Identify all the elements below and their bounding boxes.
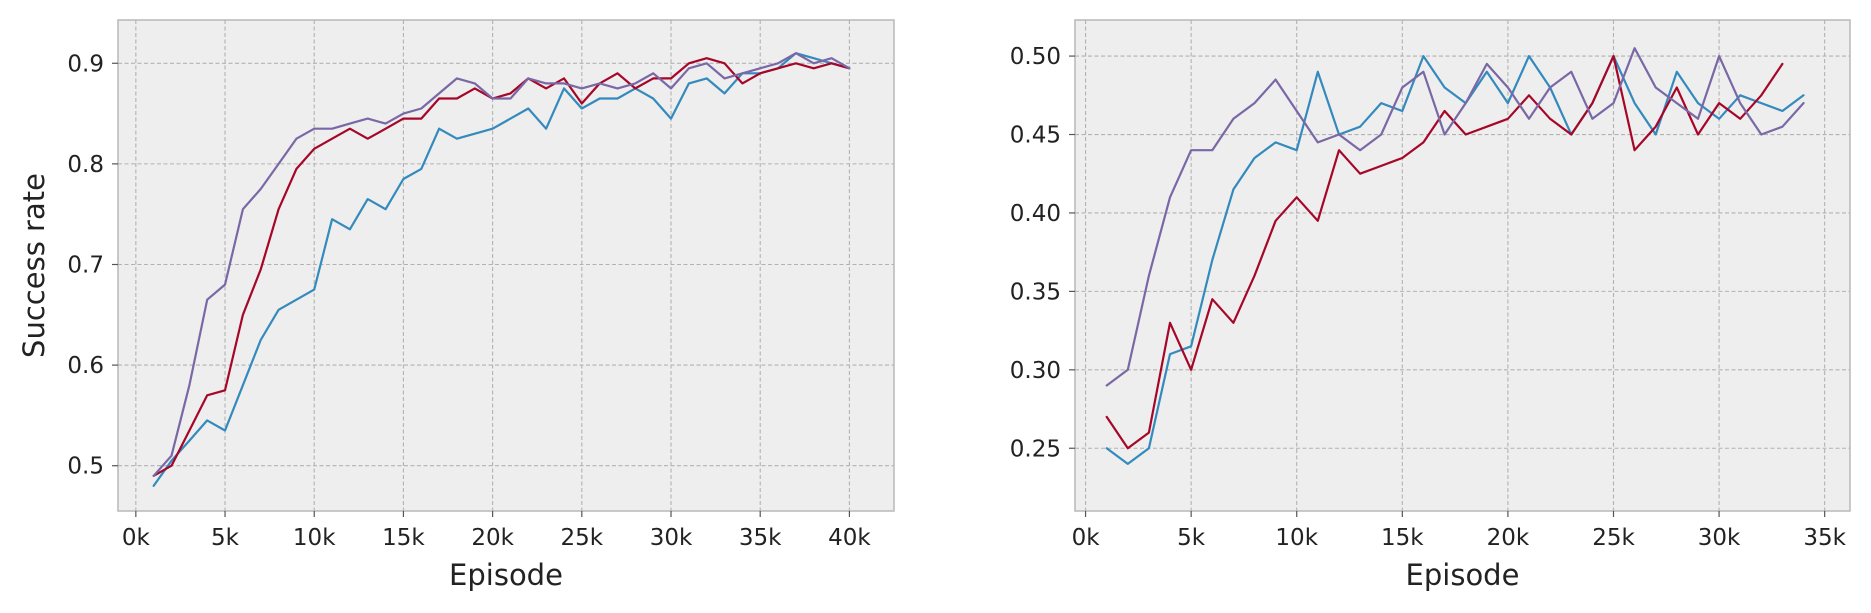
chart-1-y-tick-label: 0.25: [1010, 436, 1061, 462]
chart-0-x-tick-label: 0k: [122, 525, 151, 551]
chart-0-x-axis-label: Episode: [449, 558, 563, 592]
chart-0-series-line-1: [152, 52, 851, 487]
chart-0-y-tick-label: 0.7: [67, 252, 104, 278]
chart-1-y-tick-label: 0.40: [1010, 201, 1061, 227]
chart-1-series-line-2: [1105, 54, 1784, 450]
chart-0-y-tick-label: 0.6: [67, 353, 104, 379]
chart-1-x-tick-label: 25k: [1592, 525, 1635, 551]
chart-0-y-tick-label: 0.8: [67, 152, 104, 178]
chart-0-y-tick-label: 0.9: [67, 51, 104, 77]
chart-right: 0k 5k 10k 15k 20k 25k 30k 35k 0.25 0.30 0.35 0.40 0.…: [1010, 19, 1851, 592]
chart-0-y-axis-label: Success rate: [17, 173, 51, 358]
chart-1-series-group: [1105, 47, 1805, 465]
chart-1-x-tick-label: 30k: [1698, 525, 1741, 551]
chart-0-x-tick-label: 40k: [828, 525, 871, 551]
chart-1-axes: 0k 5k 10k 15k 20k 25k 30k 35k 0.25 0.30 0.35 0.40 0.…: [1010, 44, 1847, 551]
chart-0-series-group: [152, 52, 851, 487]
chart-1-series-line-3: [1105, 47, 1805, 387]
chart-0-x-tick-label: 5k: [211, 525, 240, 551]
chart-1-y-tick-label: 0.50: [1010, 44, 1061, 70]
chart-0-x-tick-label: 10k: [293, 525, 336, 551]
chart-1-x-tick-label: 5k: [1177, 525, 1206, 551]
chart-0-x-tick-label: 20k: [471, 525, 514, 551]
chart-1-x-tick-label: 10k: [1275, 525, 1318, 551]
chart-1-y-tick-label: 0.45: [1010, 123, 1061, 149]
chart-0-x-tick-label: 30k: [650, 525, 693, 551]
chart-left: 0k 5k 10k 15k 20k 25k 30k 35k 40k 0.5 0.6 0.7 0.8 0.9…: [17, 19, 895, 592]
chart-1-y-tick-label: 0.30: [1010, 358, 1061, 384]
chart-0-plot-area: [117, 19, 895, 512]
chart-0-series-line-2: [152, 57, 851, 477]
chart-1-x-tick-label: 0k: [1072, 525, 1101, 551]
chart-0-x-tick-label: 25k: [561, 525, 604, 551]
chart-1-x-tick-label: 15k: [1381, 525, 1424, 551]
chart-1-x-axis-label: Episode: [1406, 558, 1520, 592]
chart-1-x-tick-label: 20k: [1487, 525, 1530, 551]
chart-0-axes: 0k 5k 10k 15k 20k 25k 30k 35k 40k 0.5 0.6 0.7 0.8 0.9: [67, 51, 871, 551]
chart-1-y-tick-label: 0.35: [1010, 279, 1061, 305]
chart-0-y-tick-label: 0.5: [67, 454, 104, 480]
chart-0-x-tick-label: 15k: [382, 525, 425, 551]
chart-1-series-line-1: [1105, 54, 1805, 465]
chart-1-x-tick-label: 35k: [1803, 525, 1846, 551]
chart-0-series-line-3: [152, 52, 851, 477]
chart-0-x-tick-label: 35k: [739, 525, 782, 551]
